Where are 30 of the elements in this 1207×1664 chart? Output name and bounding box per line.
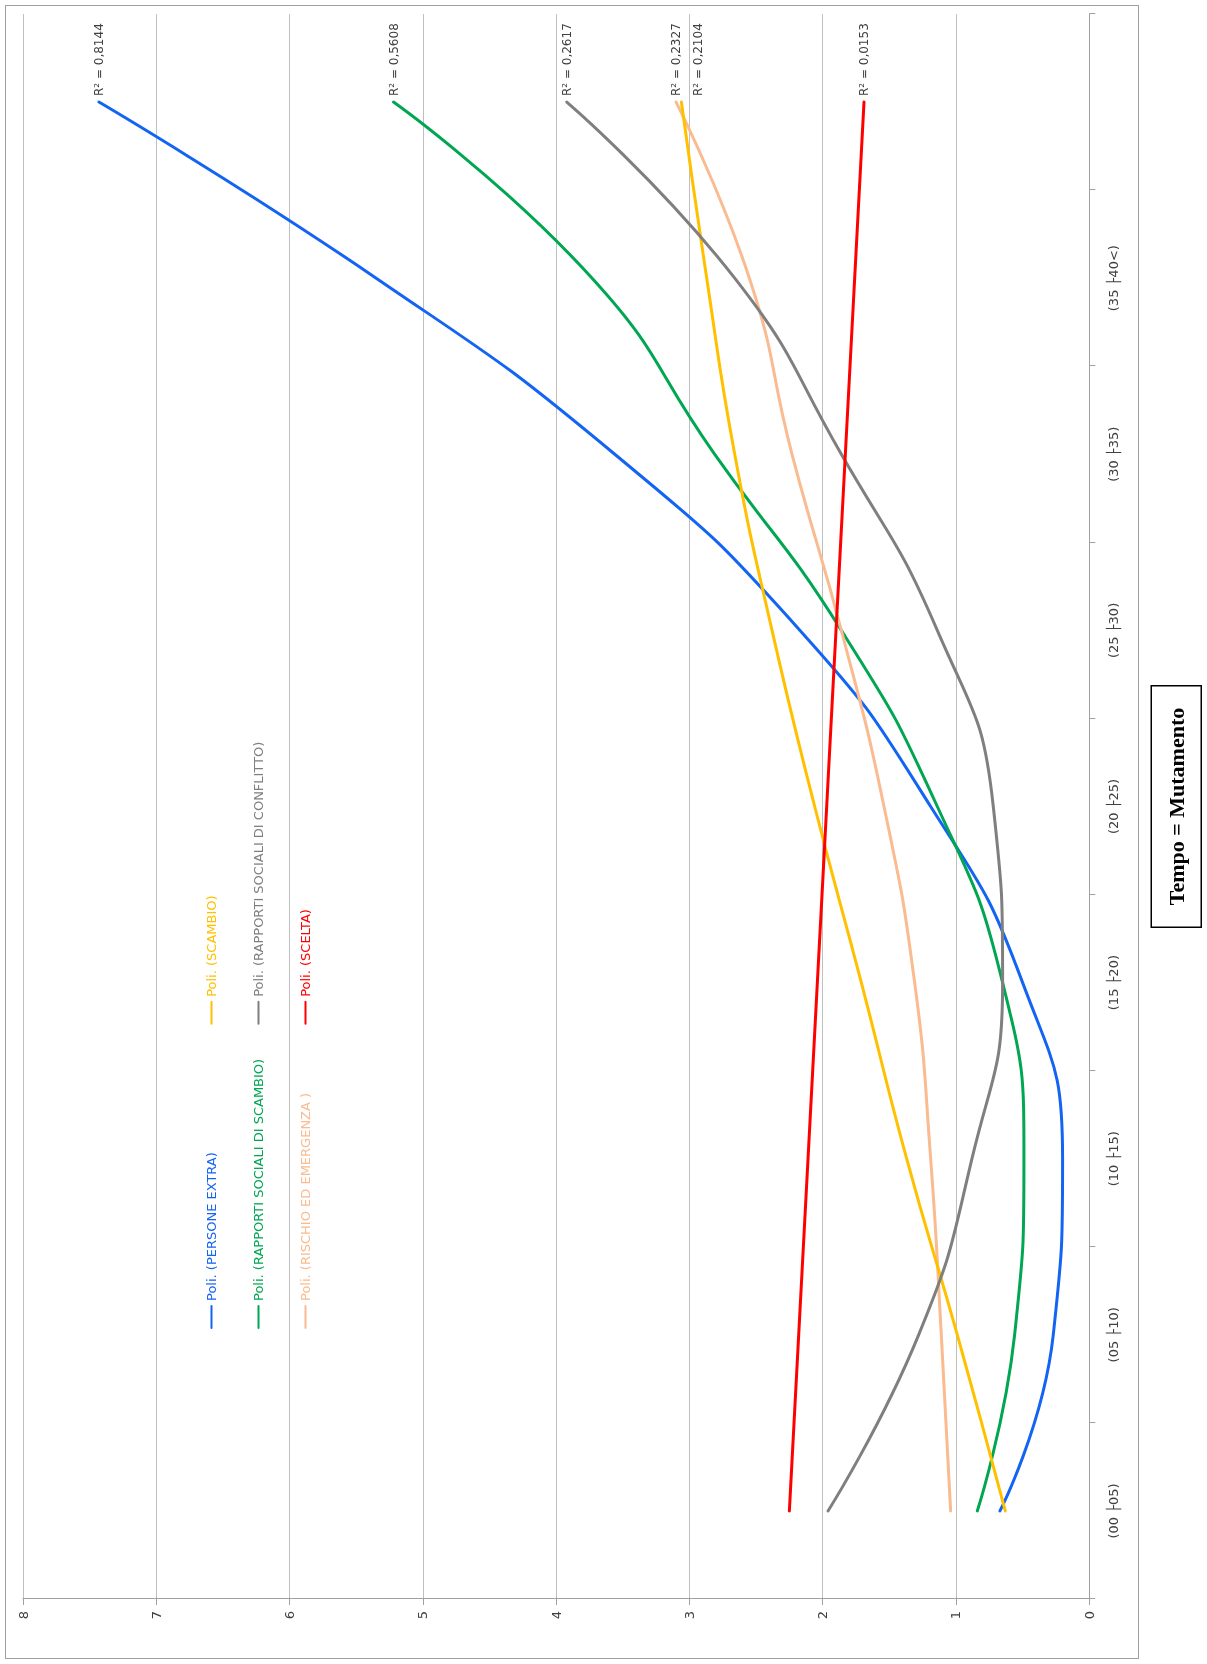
annotation: R² = 0,5608 xyxy=(386,23,401,97)
x-tick-label: 2 xyxy=(815,1611,831,1620)
y-tick-label: (25 ├30) xyxy=(1105,602,1123,658)
annotation: R² = 0,2104 xyxy=(691,23,706,97)
x-tick-label: 7 xyxy=(148,1611,164,1620)
text: Poli. (SCELTA) xyxy=(298,909,313,997)
x-tick-label: 5 xyxy=(415,1611,431,1620)
annotation: R² = 0,0153 xyxy=(857,23,871,97)
text: Poli. (RISCHIO ED EMERGENZA ) xyxy=(298,1092,313,1301)
x-tick-label: 8 xyxy=(15,1611,31,1620)
text: Poli. (RAPPORTI SOCIALI DI SCAMBIO) xyxy=(251,1058,266,1301)
x-tick-label: 3 xyxy=(681,1611,697,1620)
y-tick-label: (35 ├40<) xyxy=(1105,245,1123,312)
y-tick-label: (10 ├15) xyxy=(1105,1131,1123,1187)
y-tick-label: (30 ├35) xyxy=(1105,426,1123,482)
y-axis-title: Tempo = Mutamento xyxy=(1163,707,1189,906)
annotation: R² = 0,8144 xyxy=(91,23,106,97)
y-tick-label: (20 ├25) xyxy=(1105,778,1123,835)
text: Poli. (SCAMBIO) xyxy=(204,895,219,997)
x-tick-label: 4 xyxy=(548,1611,564,1620)
x-tick-label: 6 xyxy=(282,1611,298,1620)
annotation: R² = 0,2617 xyxy=(559,23,574,97)
x-tick-label: 0 xyxy=(1081,1611,1097,1620)
y-tick-label: (05 ├10) xyxy=(1105,1307,1123,1363)
text: Poli. (PERSONE EXTRA) xyxy=(204,1152,219,1301)
text: Poli. (RAPPORTI SOCIALI DI CONFLITTO) xyxy=(251,741,266,997)
y-tick-label: (00 ├05) xyxy=(1105,1483,1123,1539)
y-tick-label: (15 ├20) xyxy=(1105,955,1123,1011)
annotation: R² = 0,2327 xyxy=(669,23,684,97)
x-tick-label: 1 xyxy=(948,1611,964,1620)
